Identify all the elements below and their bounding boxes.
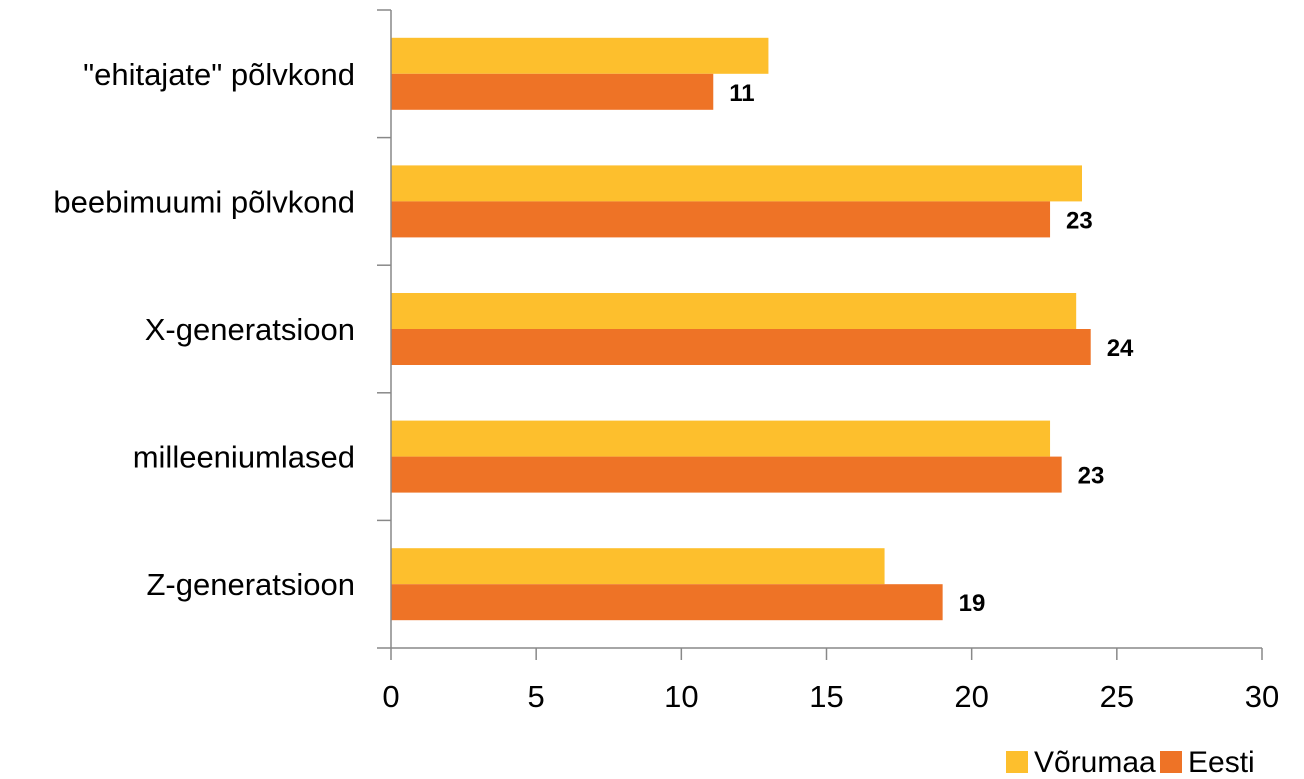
bar-eesti-1 xyxy=(391,201,1051,238)
x-tick-label-4: 20 xyxy=(954,679,988,714)
x-tick-label-6: 30 xyxy=(1245,679,1279,714)
bar-eesti-0 xyxy=(391,73,714,110)
data-label-1: 23 xyxy=(1066,207,1093,234)
data-labels-group: 11 23 24 23 19 xyxy=(729,80,1134,617)
category-label-2: X-generatsioon xyxy=(145,312,355,347)
category-labels-group: "ehitajate" põlvkond beebimuumi põlvkond X… xyxy=(53,57,355,602)
bar-v-rumaa-4 xyxy=(391,548,885,585)
data-label-4: 19 xyxy=(959,590,986,617)
category-label-4: Z-generatsioon xyxy=(146,567,355,602)
bar-eesti-2 xyxy=(391,329,1091,365)
legend-swatch-v-rumaa xyxy=(1006,751,1028,773)
x-tick-label-2: 10 xyxy=(664,679,698,714)
bar-eesti-3 xyxy=(391,456,1062,493)
legend-label-v-rumaa: Võrumaa xyxy=(1034,746,1156,779)
bar-v-rumaa-1 xyxy=(391,165,1082,202)
bar-v-rumaa-0 xyxy=(391,37,769,74)
category-label-0: "ehitajate" põlvkond xyxy=(83,57,355,92)
category-label-1: beebimuumi põlvkond xyxy=(53,184,355,219)
data-label-2: 24 xyxy=(1107,335,1134,362)
bars-group xyxy=(391,37,1091,621)
y-ticks-group xyxy=(377,9,391,649)
x-tick-label-5: 25 xyxy=(1100,679,1134,714)
data-label-3: 23 xyxy=(1078,463,1105,490)
legend-label-eesti: Eesti xyxy=(1188,746,1255,779)
legend-swatch-eesti xyxy=(1160,751,1182,773)
x-tick-label-3: 15 xyxy=(809,679,843,714)
bar-v-rumaa-3 xyxy=(391,420,1051,457)
category-label-3: milleeniumlased xyxy=(133,440,355,475)
x-ticks-group: 0 5 10 15 20 25 30 xyxy=(382,648,1279,714)
data-label-0: 11 xyxy=(729,80,754,107)
bar-v-rumaa-2 xyxy=(391,293,1077,329)
legend: Võrumaa Eesti xyxy=(1006,746,1255,779)
x-tick-label-1: 5 xyxy=(528,679,545,714)
bar-eesti-4 xyxy=(391,584,943,621)
x-tick-label-0: 0 xyxy=(382,679,399,714)
